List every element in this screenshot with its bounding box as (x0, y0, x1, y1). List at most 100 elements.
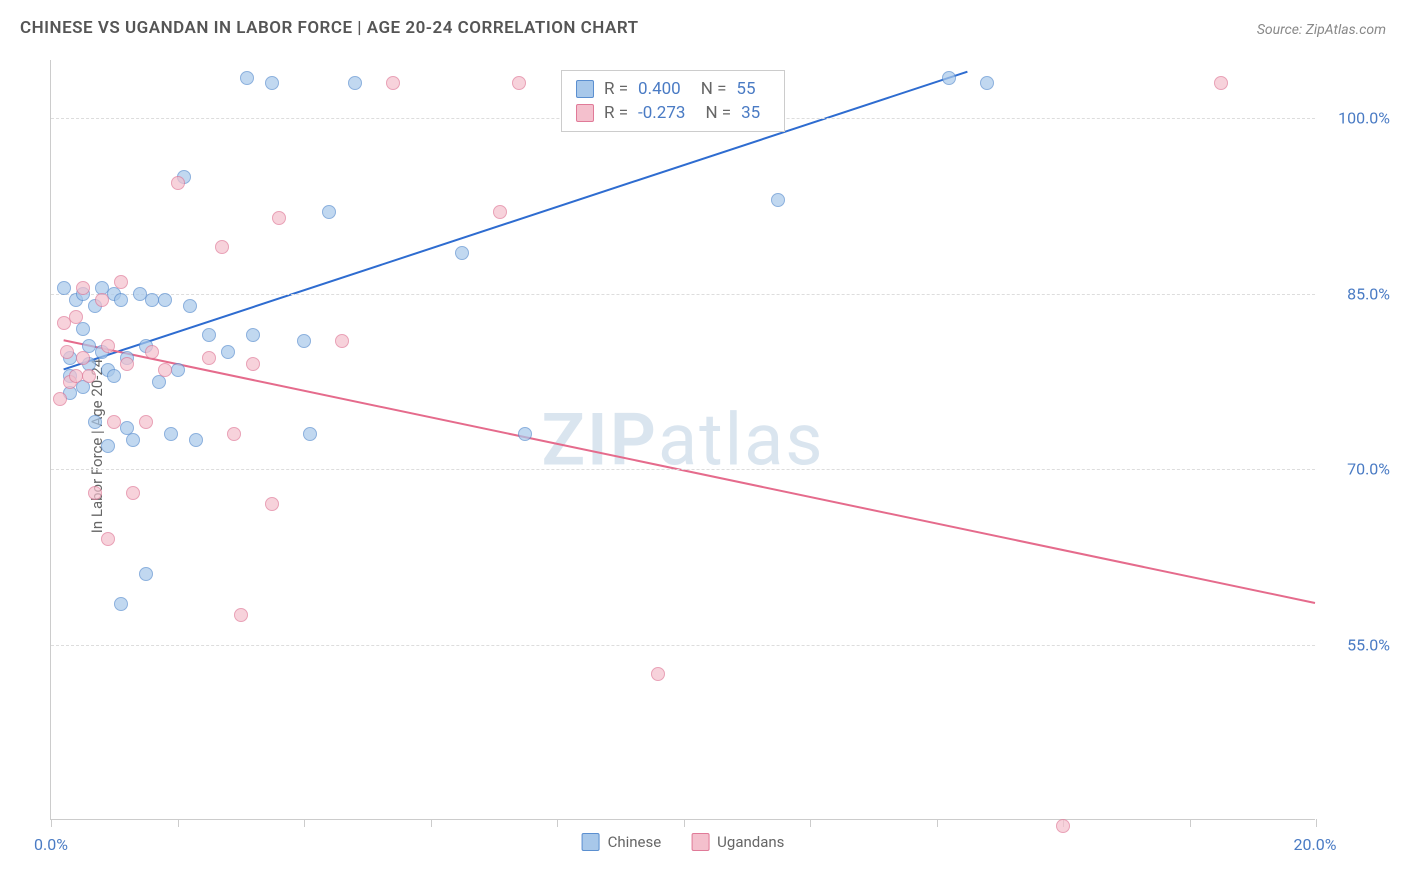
scatter-point (215, 240, 229, 254)
scatter-point (512, 76, 526, 90)
scatter-point (53, 392, 67, 406)
y-tick-label: 55.0% (1347, 635, 1390, 654)
n-value-ugandans: 35 (741, 103, 760, 123)
scatter-point (386, 76, 400, 90)
scatter-point (651, 667, 665, 681)
scatter-point (265, 497, 279, 511)
correlation-legend: R = 0.400 N = 55 R = -0.273 N = 35 (561, 70, 785, 132)
scatter-point (202, 328, 216, 342)
scatter-point (88, 415, 102, 429)
grid-line (51, 294, 1315, 295)
scatter-point (227, 427, 241, 441)
x-tick (178, 819, 179, 827)
correlation-row-chinese: R = 0.400 N = 55 (576, 77, 770, 101)
scatter-point (942, 71, 956, 85)
plot-area: ZIPatlas R = 0.400 N = 55 R = -0.273 N =… (50, 60, 1315, 820)
scatter-point (221, 345, 235, 359)
scatter-point (95, 293, 109, 307)
scatter-point (76, 281, 90, 295)
scatter-point (272, 211, 286, 225)
scatter-point (101, 339, 115, 353)
scatter-point (126, 486, 140, 500)
scatter-point (57, 281, 71, 295)
scatter-point (171, 176, 185, 190)
scatter-point (114, 293, 128, 307)
scatter-point (518, 427, 532, 441)
scatter-point (189, 433, 203, 447)
scatter-point (455, 246, 469, 260)
scatter-point (493, 205, 507, 219)
legend-label-ugandans: Ugandans (717, 833, 784, 851)
scatter-point (265, 76, 279, 90)
scatter-point (107, 415, 121, 429)
scatter-point (126, 433, 140, 447)
scatter-point (171, 363, 185, 377)
legend-item-ugandans: Ugandans (691, 833, 784, 851)
grid-line (51, 469, 1315, 470)
scatter-point (145, 345, 159, 359)
scatter-point (76, 351, 90, 365)
grid-line (51, 645, 1315, 646)
scatter-point (335, 334, 349, 348)
x-tick (431, 819, 432, 827)
x-tick (51, 819, 52, 827)
x-tick (304, 819, 305, 827)
n-label: N = (705, 103, 731, 123)
x-tick (1316, 819, 1317, 827)
scatter-point (322, 205, 336, 219)
trend-line (64, 72, 968, 370)
x-tick (684, 819, 685, 827)
scatter-point (980, 76, 994, 90)
x-tick (810, 819, 811, 827)
scatter-point (158, 363, 172, 377)
scatter-point (164, 427, 178, 441)
scatter-point (69, 310, 83, 324)
scatter-point (120, 357, 134, 371)
scatter-point (303, 427, 317, 441)
r-value-chinese: 0.400 (638, 79, 681, 99)
legend-label-chinese: Chinese (608, 833, 662, 851)
correlation-swatch-ugandans (576, 104, 594, 122)
scatter-point (88, 486, 102, 500)
x-tick-label-min: 0.0% (34, 835, 68, 854)
source-attribution: Source: ZipAtlas.com (1257, 22, 1386, 38)
scatter-point (240, 71, 254, 85)
legend-swatch-ugandans (691, 833, 709, 851)
scatter-point (114, 275, 128, 289)
scatter-point (139, 567, 153, 581)
r-label: R = (604, 103, 628, 123)
r-value-ugandans: -0.273 (638, 103, 685, 123)
scatter-point (60, 345, 74, 359)
chart-container: CHINESE VS UGANDAN IN LABOR FORCE | AGE … (0, 0, 1406, 892)
r-label: R = (604, 79, 628, 99)
trend-line (64, 340, 1315, 603)
scatter-point (158, 293, 172, 307)
y-tick-label: 70.0% (1347, 460, 1390, 479)
scatter-point (101, 532, 115, 546)
legend-item-chinese: Chinese (582, 833, 662, 851)
x-tick (557, 819, 558, 827)
scatter-point (246, 357, 260, 371)
legend-swatch-chinese (582, 833, 600, 851)
scatter-point (183, 299, 197, 313)
scatter-point (139, 415, 153, 429)
scatter-point (1214, 76, 1228, 90)
x-tick (1190, 819, 1191, 827)
y-tick-label: 100.0% (1338, 109, 1390, 128)
correlation-row-ugandans: R = -0.273 N = 35 (576, 101, 770, 125)
scatter-point (101, 439, 115, 453)
n-value-chinese: 55 (736, 79, 755, 99)
scatter-point (114, 597, 128, 611)
trend-lines-layer (51, 60, 1315, 819)
scatter-point (246, 328, 260, 342)
x-tick (937, 819, 938, 827)
scatter-point (297, 334, 311, 348)
scatter-point (202, 351, 216, 365)
scatter-point (234, 608, 248, 622)
legend-bottom: Chinese Ugandans (582, 833, 785, 851)
y-tick-label: 85.0% (1347, 284, 1390, 303)
scatter-point (771, 193, 785, 207)
chart-title: CHINESE VS UGANDAN IN LABOR FORCE | AGE … (20, 18, 639, 38)
correlation-swatch-chinese (576, 80, 594, 98)
scatter-point (1056, 819, 1070, 833)
